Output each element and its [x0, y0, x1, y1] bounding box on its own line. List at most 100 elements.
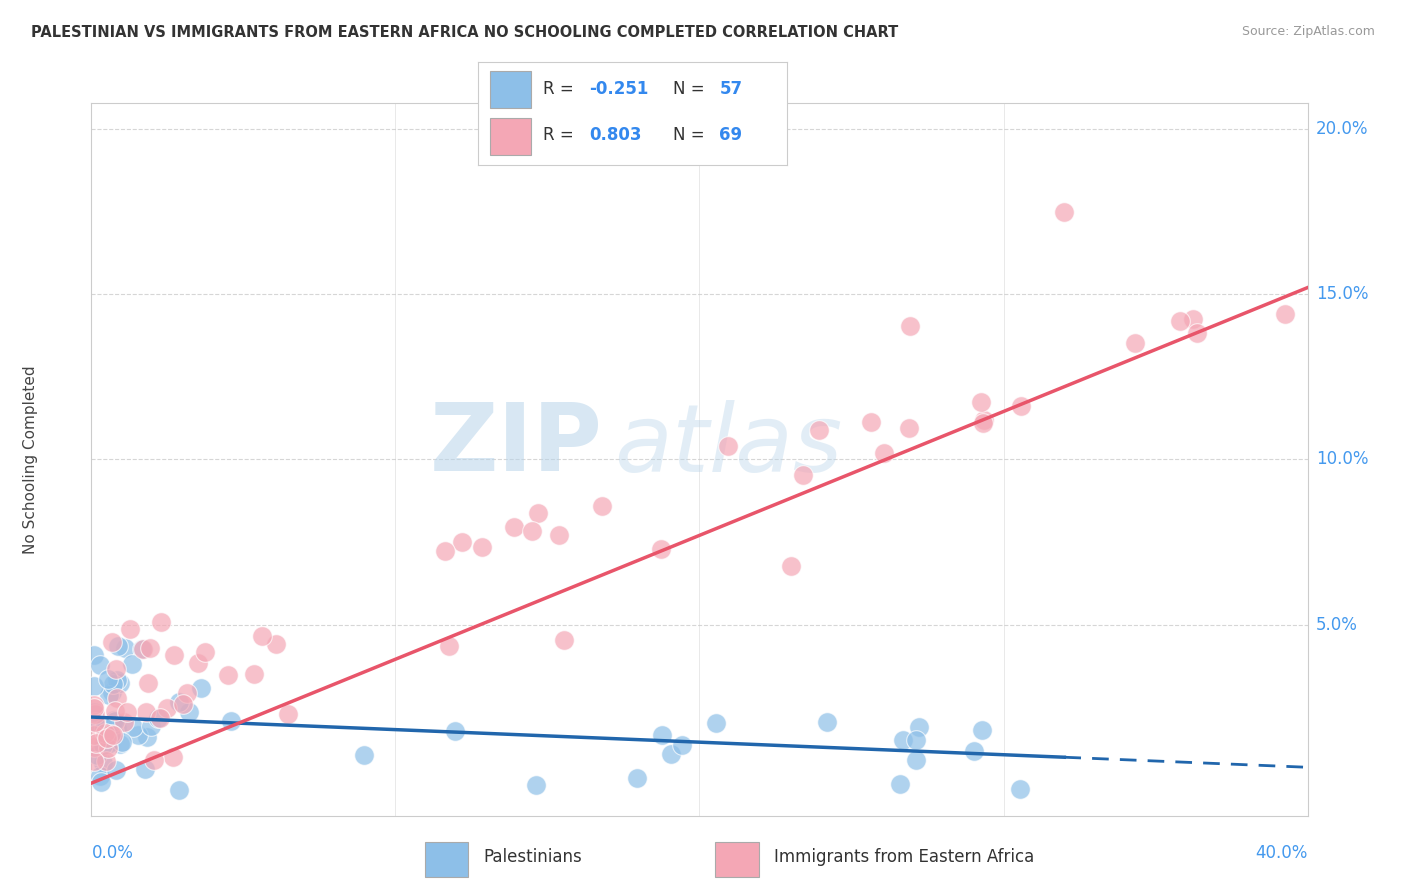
Point	[83, 679, 105, 693]
Point	[526, 506, 548, 520]
Point	[132, 641, 155, 656]
Point	[83, 701, 105, 715]
Text: -0.251: -0.251	[589, 79, 648, 97]
Point	[353, 747, 375, 762]
Point	[90, 775, 112, 789]
Text: 40.0%: 40.0%	[1256, 844, 1308, 862]
Point	[108, 675, 131, 690]
Text: No Schooling Completed: No Schooling Completed	[22, 365, 38, 554]
Point	[219, 714, 242, 729]
Point	[891, 733, 914, 747]
Point	[815, 714, 838, 729]
Point	[94, 731, 117, 746]
Point	[120, 622, 142, 636]
Text: 10.0%: 10.0%	[1316, 450, 1368, 468]
Text: 0.0%: 0.0%	[91, 844, 134, 862]
Point	[131, 642, 153, 657]
Point	[135, 731, 157, 745]
Point	[904, 753, 927, 767]
Point	[103, 713, 125, 727]
Text: Immigrants from Eastern Africa: Immigrants from Eastern Africa	[775, 848, 1035, 866]
Text: 69: 69	[720, 127, 742, 145]
Point	[1123, 336, 1146, 351]
Point	[105, 691, 128, 706]
Text: Source: ZipAtlas.com: Source: ZipAtlas.com	[1241, 25, 1375, 38]
Point	[122, 720, 145, 734]
Point	[167, 695, 190, 709]
Text: 57: 57	[720, 79, 742, 97]
Point	[898, 421, 921, 435]
Point	[1008, 782, 1031, 797]
Point	[177, 705, 200, 719]
Point	[97, 689, 120, 703]
Point	[162, 749, 184, 764]
Point	[650, 542, 672, 557]
Point	[146, 710, 169, 724]
Point	[148, 711, 170, 725]
Point	[83, 755, 105, 769]
Point	[808, 423, 831, 437]
Text: N =: N =	[673, 127, 710, 145]
Point	[155, 701, 177, 715]
Text: 0.803: 0.803	[589, 127, 643, 145]
Point	[83, 715, 105, 730]
Text: Palestinians: Palestinians	[484, 848, 582, 866]
Point	[172, 697, 194, 711]
Text: 15.0%: 15.0%	[1316, 285, 1368, 303]
Point	[970, 395, 993, 409]
Point	[194, 645, 217, 659]
Text: atlas: atlas	[614, 400, 842, 491]
Point	[264, 637, 287, 651]
Point	[907, 720, 929, 734]
Point	[859, 415, 882, 429]
Point	[104, 714, 127, 728]
Point	[114, 640, 136, 655]
Point	[190, 681, 212, 696]
Point	[898, 318, 921, 333]
Point	[717, 439, 740, 453]
Point	[973, 413, 995, 427]
Point	[779, 559, 801, 574]
Point	[548, 528, 571, 542]
Point	[187, 656, 209, 670]
Point	[972, 416, 994, 430]
Point	[136, 676, 159, 690]
Point	[651, 728, 673, 742]
Point	[114, 715, 136, 730]
Point	[105, 673, 128, 687]
Point	[671, 738, 693, 752]
Point	[91, 738, 114, 752]
Point	[83, 648, 105, 662]
Point	[659, 747, 682, 762]
Point	[1053, 204, 1076, 219]
Point	[139, 640, 162, 655]
Point	[93, 721, 115, 735]
Point	[520, 524, 543, 539]
Point	[150, 615, 173, 629]
Point	[1168, 314, 1191, 328]
Point	[217, 668, 239, 682]
Point	[1187, 326, 1209, 340]
Point	[972, 723, 994, 737]
Point	[134, 763, 156, 777]
Point	[83, 698, 105, 712]
Point	[83, 706, 105, 721]
Point	[97, 737, 120, 751]
Point	[94, 726, 117, 740]
Bar	[491, 70, 530, 108]
Point	[1274, 307, 1296, 321]
Point	[104, 704, 127, 718]
Point	[121, 657, 143, 671]
Point	[89, 657, 111, 672]
Bar	[491, 118, 530, 155]
Point	[444, 723, 467, 738]
Point	[84, 715, 107, 730]
Point	[889, 777, 911, 791]
Point	[434, 544, 457, 558]
Point	[83, 740, 105, 755]
Point	[101, 685, 124, 699]
Point	[97, 673, 120, 687]
Point	[163, 648, 186, 662]
Point	[905, 732, 928, 747]
Point	[103, 677, 125, 691]
